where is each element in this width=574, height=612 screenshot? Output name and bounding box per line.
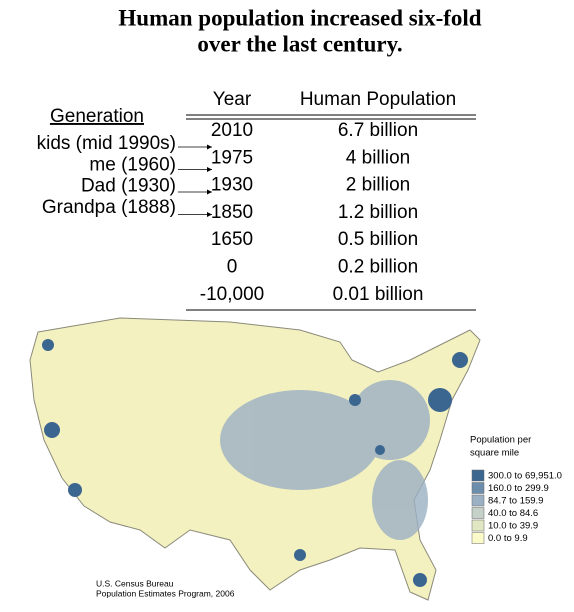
table-cell: 0 <box>227 257 238 278</box>
table-cell: 2 billion <box>346 175 410 196</box>
legend-title: Population per <box>470 435 531 446</box>
table-cell: 6.7 billion <box>338 120 418 141</box>
generation-heading: Generation <box>50 106 144 127</box>
table-cell: 1975 <box>211 147 253 168</box>
legend-label: 0.0 to 9.9 <box>488 533 528 544</box>
table-cell: 1930 <box>211 175 253 196</box>
legend-swatch <box>471 469 485 482</box>
legend-label: 300.0 to 69,951.0 <box>488 471 562 482</box>
legend-swatch <box>471 494 485 507</box>
table-header: Year <box>213 89 252 110</box>
map <box>29 317 481 601</box>
arrow-head <box>207 189 212 195</box>
legend-label: 40.0 to 84.6 <box>488 508 538 519</box>
source: U.S. Census Bureau <box>96 578 174 588</box>
legend-label: 160.0 to 299.9 <box>488 483 549 494</box>
legend-label: 10.0 to 39.9 <box>488 521 538 532</box>
title-line: Human population increased six-fold <box>118 5 481 30</box>
generation-item: Grandpa (1888) <box>42 197 176 218</box>
generation-item: me (1960) <box>89 154 176 175</box>
legend-title: square mile <box>470 448 519 459</box>
table-cell: -10,000 <box>200 284 264 305</box>
table-cell: 2010 <box>211 120 253 141</box>
legend-swatch <box>471 532 485 544</box>
source: Population Estimates Program, 2006 <box>96 588 235 598</box>
table-cell: 0.5 billion <box>338 229 418 250</box>
table-cell: 0.01 billion <box>333 284 424 305</box>
table-cell: 4 billion <box>346 147 410 168</box>
table-cell: 1.2 billion <box>338 202 418 223</box>
legend-swatch <box>471 519 485 532</box>
legend-label: 84.7 to 159.9 <box>488 496 543 507</box>
title-line: over the last century. <box>197 31 402 56</box>
arrow-head <box>207 144 212 150</box>
generation-item: kids (mid 1990s) <box>37 133 176 154</box>
arrow-head <box>207 167 212 172</box>
table-header: Human Population <box>300 89 456 110</box>
legend-swatch <box>471 507 485 519</box>
table-cell: 0.2 billion <box>338 257 418 278</box>
table-cell: 1650 <box>211 229 253 250</box>
generation-item: Dad (1930) <box>81 176 176 197</box>
arrow-head <box>207 212 212 217</box>
table-cell: 1850 <box>211 202 253 223</box>
legend-swatch <box>471 482 485 494</box>
